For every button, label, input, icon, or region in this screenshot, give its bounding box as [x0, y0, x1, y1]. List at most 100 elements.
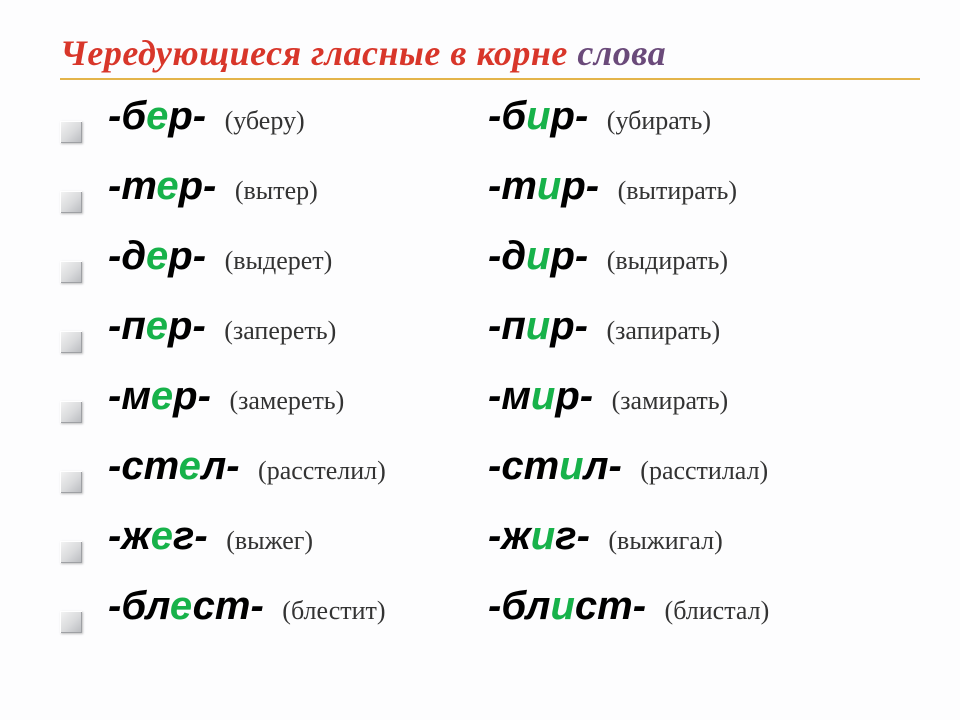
square-bullet-icon [60, 401, 82, 423]
root-left-post: р- [168, 234, 206, 278]
square-bullet-icon [60, 121, 82, 143]
root-right-pre: -бл [488, 584, 550, 628]
root-left: -стел- [108, 444, 240, 489]
root-left: -тер- [108, 164, 216, 209]
root-left: -дер- [108, 234, 206, 279]
root-pair-left: -бер- (уберу) [108, 94, 488, 139]
example-left: (запереть) [218, 316, 337, 346]
slide-title: Чередующиеся гласные в корне слова [60, 32, 920, 74]
root-right-vowel: и [559, 444, 583, 488]
root-list: -бер- (уберу)-бир- (убирать)-тер- (вытер… [60, 94, 920, 650]
square-bullet-icon [60, 261, 82, 283]
root-pair-left: -тер- (вытер) [108, 164, 488, 209]
example-right: (блистал) [658, 596, 769, 626]
root-right: -дир- [488, 234, 588, 279]
root-pair-left: -дер- (выдерет) [108, 234, 488, 279]
example-left: (блестит) [276, 596, 386, 626]
root-right: -пир- [488, 304, 588, 349]
list-item: -стел- (расстелил)-стил- (расстилал) [60, 444, 920, 510]
list-item: -дер- (выдерет)-дир- (выдирать) [60, 234, 920, 300]
root-left: -жег- [108, 514, 208, 559]
root-right-post: р- [561, 164, 599, 208]
root-left-pre: -ст [108, 444, 179, 488]
list-item: -жег- (выжег)-жиг- (выжигал) [60, 514, 920, 580]
root-pair-left: -жег- (выжег) [108, 514, 488, 559]
root-left: -мер- [108, 374, 211, 419]
root-pair-left: -мер- (замереть) [108, 374, 488, 419]
square-bullet-icon [60, 541, 82, 563]
root-pair-right: -жиг- (выжигал) [488, 514, 723, 559]
root-left-vowel: е [179, 444, 202, 488]
root-left-pre: -т [108, 164, 156, 208]
root-right-post: р- [550, 234, 588, 278]
root-right-vowel: и [531, 514, 555, 558]
list-item: -бер- (уберу)-бир- (убирать) [60, 94, 920, 160]
title-underline [60, 78, 920, 80]
root-pair-right: -тир- (вытирать) [488, 164, 737, 209]
example-left: (уберу) [218, 106, 305, 136]
root-left: -бер- [108, 94, 206, 139]
list-item: -блест- (блестит)-блист- (блистал) [60, 584, 920, 650]
root-right-pre: -б [488, 94, 526, 138]
root-left-vowel: е [151, 374, 173, 418]
root-right-vowel: и [531, 374, 555, 418]
example-left: (выдерет) [218, 246, 332, 276]
title-part-2: слова [577, 33, 666, 73]
root-left-pre: -ж [108, 514, 151, 558]
root-left-vowel: е [170, 584, 193, 628]
root-right-post: р- [555, 374, 593, 418]
root-right: -стил- [488, 444, 622, 489]
root-left-post: ст- [193, 584, 264, 628]
example-right: (выдирать) [600, 246, 728, 276]
root-left-vowel: е [156, 164, 178, 208]
root-right-vowel: и [537, 164, 561, 208]
root-right: -жиг- [488, 514, 590, 559]
square-bullet-icon [60, 471, 82, 493]
example-right: (замирать) [605, 386, 728, 416]
root-right-pre: -д [488, 234, 526, 278]
list-item: -тер- (вытер)-тир- (вытирать) [60, 164, 920, 230]
root-pair-left: -пер- (запереть) [108, 304, 488, 349]
example-right: (выжигал) [602, 526, 723, 556]
root-left-post: р- [173, 374, 211, 418]
example-right: (запирать) [600, 316, 720, 346]
root-pair-right: -стил- (расстилал) [488, 444, 768, 489]
root-pair-left: -блест- (блестит) [108, 584, 488, 629]
list-item: -мер- (замереть)-мир- (замирать) [60, 374, 920, 440]
example-left: (замереть) [223, 386, 344, 416]
root-right-pre: -п [488, 304, 526, 348]
square-bullet-icon [60, 191, 82, 213]
root-right-post: р- [550, 304, 588, 348]
root-left: -блест- [108, 584, 264, 629]
root-right-pre: -ж [488, 514, 531, 558]
root-right-post: г- [555, 514, 590, 558]
root-left-vowel: е [146, 304, 168, 348]
root-left: -пер- [108, 304, 206, 349]
slide: Чередующиеся гласные в корне слова -бер-… [0, 0, 960, 720]
root-right-pre: -м [488, 374, 531, 418]
root-left-vowel: е [151, 514, 173, 558]
root-right: -мир- [488, 374, 593, 419]
root-left-pre: -б [108, 94, 146, 138]
root-right-vowel: и [526, 304, 550, 348]
root-left-vowel: е [146, 94, 168, 138]
root-right: -тир- [488, 164, 599, 209]
example-right: (расстилал) [634, 456, 768, 486]
root-right-vowel: и [550, 584, 574, 628]
root-pair-right: -мир- (замирать) [488, 374, 728, 419]
root-right-post: л- [584, 444, 622, 488]
root-pair-right: -пир- (запирать) [488, 304, 720, 349]
root-right-post: р- [551, 94, 589, 138]
square-bullet-icon [60, 331, 82, 353]
example-left: (вытер) [228, 176, 317, 206]
root-right: -бир- [488, 94, 588, 139]
example-left: (расстелил) [252, 456, 386, 486]
root-pair-right: -дир- (выдирать) [488, 234, 728, 279]
example-right: (убирать) [600, 106, 711, 136]
root-left-post: р- [179, 164, 217, 208]
list-item: -пер- (запереть)-пир- (запирать) [60, 304, 920, 370]
root-left-post: г- [173, 514, 208, 558]
root-pair-left: -стел- (расстелил) [108, 444, 488, 489]
root-right-vowel: и [526, 234, 550, 278]
example-right: (вытирать) [611, 176, 737, 206]
